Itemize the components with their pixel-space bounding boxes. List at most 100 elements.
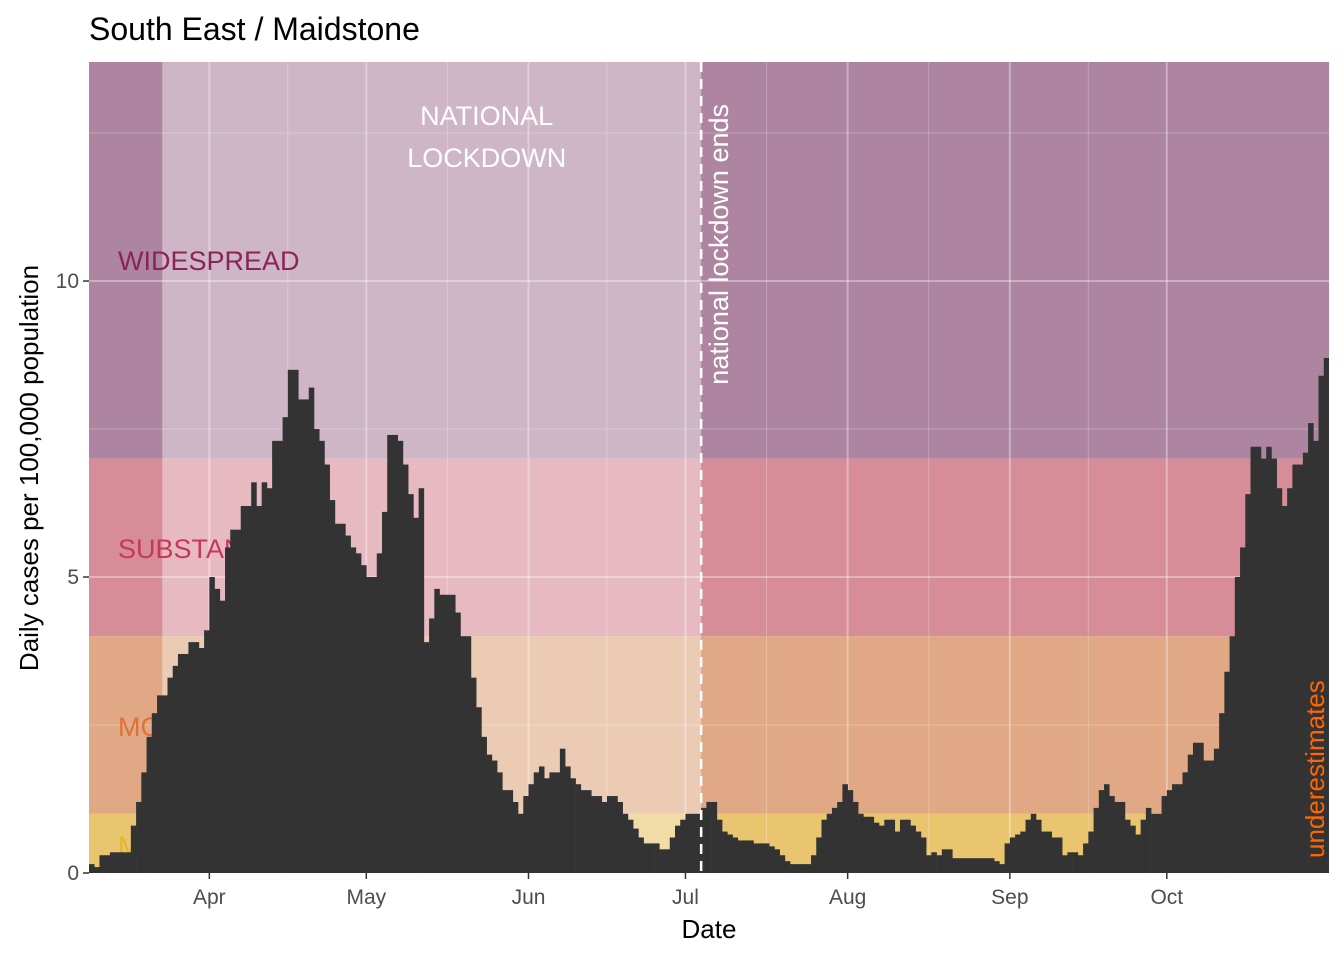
bar bbox=[1119, 801, 1126, 873]
bar bbox=[967, 858, 974, 873]
bar bbox=[277, 440, 283, 873]
bar bbox=[266, 488, 273, 873]
bar bbox=[1083, 843, 1089, 873]
x-tick-label: Oct bbox=[1150, 886, 1183, 909]
bar bbox=[486, 754, 493, 873]
bar bbox=[104, 855, 111, 873]
bar bbox=[983, 858, 990, 873]
bar bbox=[303, 399, 310, 873]
bar bbox=[1219, 713, 1225, 873]
bar bbox=[476, 707, 482, 873]
bar bbox=[884, 819, 890, 873]
bar bbox=[758, 843, 765, 873]
bar bbox=[952, 858, 958, 873]
bar bbox=[727, 834, 733, 873]
bar bbox=[177, 653, 184, 873]
bar bbox=[470, 677, 477, 873]
bar bbox=[795, 864, 801, 873]
bar bbox=[805, 864, 812, 873]
bar bbox=[648, 843, 655, 873]
bar bbox=[1004, 843, 1011, 873]
bar bbox=[361, 565, 367, 873]
bar bbox=[450, 594, 456, 873]
bar bbox=[926, 855, 932, 873]
bar bbox=[680, 819, 686, 873]
bar bbox=[722, 831, 728, 873]
x-tick-label: May bbox=[346, 886, 386, 909]
bar bbox=[209, 577, 215, 873]
bar bbox=[627, 819, 634, 873]
x-tick-label: Sep bbox=[991, 886, 1028, 909]
bar bbox=[879, 825, 885, 873]
bar bbox=[1302, 452, 1309, 873]
bar bbox=[821, 819, 828, 873]
bar bbox=[1250, 446, 1257, 873]
bar bbox=[1198, 742, 1204, 873]
bar bbox=[355, 553, 362, 873]
bar bbox=[873, 822, 880, 873]
bar bbox=[1088, 831, 1094, 873]
bar bbox=[1182, 772, 1189, 873]
bar bbox=[601, 801, 608, 873]
bar bbox=[1318, 375, 1325, 873]
bar bbox=[172, 665, 179, 873]
chart-title: South East / Maidstone bbox=[89, 11, 420, 47]
bar bbox=[889, 819, 896, 873]
bar bbox=[1234, 577, 1241, 873]
underestimates-label: underestimates bbox=[1300, 680, 1330, 858]
bar bbox=[287, 369, 294, 873]
bar bbox=[737, 840, 744, 873]
bar bbox=[324, 464, 330, 873]
bar bbox=[418, 488, 425, 873]
bar bbox=[559, 748, 566, 873]
x-tick-label: Jul bbox=[672, 886, 699, 909]
bar bbox=[381, 511, 388, 873]
bar bbox=[1077, 855, 1084, 873]
bar bbox=[167, 677, 174, 873]
bar bbox=[198, 648, 205, 873]
bar bbox=[852, 801, 859, 873]
bar bbox=[1015, 834, 1021, 873]
bar bbox=[115, 852, 121, 873]
bar bbox=[570, 778, 576, 873]
bar bbox=[1266, 446, 1272, 873]
bar bbox=[544, 778, 550, 873]
bar bbox=[894, 831, 901, 873]
bar bbox=[1140, 819, 1147, 873]
bar bbox=[915, 831, 922, 873]
bar bbox=[1161, 796, 1168, 873]
bar bbox=[685, 813, 691, 873]
bar bbox=[606, 796, 613, 873]
bar bbox=[272, 440, 278, 873]
bar bbox=[1297, 464, 1304, 873]
bar bbox=[329, 500, 336, 873]
bar bbox=[444, 594, 451, 873]
bar bbox=[141, 772, 147, 873]
bar bbox=[225, 547, 231, 873]
bar bbox=[1109, 796, 1115, 873]
bar bbox=[219, 600, 226, 873]
bar bbox=[491, 760, 498, 873]
bar bbox=[392, 434, 398, 873]
bar bbox=[1172, 784, 1178, 873]
bar bbox=[800, 864, 807, 873]
bar bbox=[549, 772, 555, 873]
bar bbox=[784, 861, 791, 873]
bar bbox=[193, 642, 200, 873]
y-tick-label: 0 bbox=[67, 862, 79, 885]
bar bbox=[455, 612, 461, 873]
bar bbox=[497, 772, 503, 873]
bar bbox=[753, 843, 760, 873]
bar bbox=[1093, 807, 1100, 873]
bar bbox=[387, 434, 393, 873]
bar bbox=[716, 819, 723, 873]
y-tick-label: 5 bbox=[67, 566, 79, 589]
bar bbox=[1203, 760, 1209, 873]
bar bbox=[1245, 494, 1251, 873]
bar bbox=[538, 766, 545, 873]
bar bbox=[528, 784, 535, 873]
bar bbox=[366, 577, 372, 873]
bar bbox=[319, 440, 325, 873]
bar bbox=[157, 695, 163, 873]
